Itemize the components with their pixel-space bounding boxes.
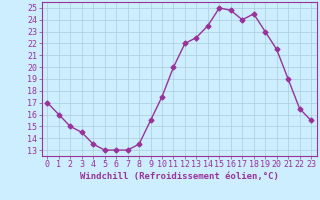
X-axis label: Windchill (Refroidissement éolien,°C): Windchill (Refroidissement éolien,°C) [80,172,279,181]
